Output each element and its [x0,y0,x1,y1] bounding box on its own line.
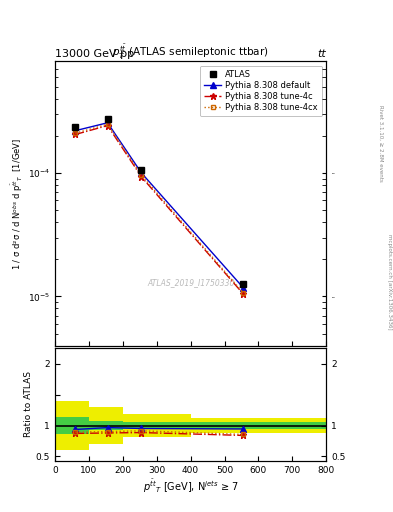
Y-axis label: 1 / σ d²σ / d N$^{obs}$ d p$^{\bar{t}t}{}_T$  [1/GeV]: 1 / σ d²σ / d N$^{obs}$ d p$^{\bar{t}t}{… [9,138,25,269]
Legend: ATLAS, Pythia 8.308 default, Pythia 8.308 tune-4c, Pythia 8.308 tune-4cx: ATLAS, Pythia 8.308 default, Pythia 8.30… [200,66,322,116]
Title: $p_T^{t\bar{t}}$ (ATLAS semileptonic ttbar): $p_T^{t\bar{t}}$ (ATLAS semileptonic ttb… [112,43,269,61]
Pythia 8.308 tune-4cx [139,172,144,178]
X-axis label: $p^{\bar{t}t}{}_T$ [GeV], N$^{jets}$ ≥ 7: $p^{\bar{t}t}{}_T$ [GeV], N$^{jets}$ ≥ 7 [143,477,239,495]
ATLAS [139,167,144,174]
Pythia 8.308 tune-4c [73,132,78,138]
Text: Rivet 3.1.10, ≥ 2.8M events: Rivet 3.1.10, ≥ 2.8M events [379,105,384,182]
Pythia 8.308 tune-4c [241,291,246,297]
Text: tt: tt [318,49,326,59]
Line: ATLAS: ATLAS [72,115,247,288]
Line: Pythia 8.308 default: Pythia 8.308 default [73,120,246,290]
Pythia 8.308 default [241,285,246,291]
Pythia 8.308 tune-4c [105,122,110,129]
Pythia 8.308 tune-4cx [105,121,110,127]
Text: ATLAS_2019_I1750330: ATLAS_2019_I1750330 [147,279,234,288]
Line: Pythia 8.308 tune-4cx: Pythia 8.308 tune-4cx [73,122,246,295]
Text: 13000 GeV pp: 13000 GeV pp [55,49,134,59]
Y-axis label: Ratio to ATLAS: Ratio to ATLAS [24,372,33,437]
Pythia 8.308 default [105,120,110,126]
ATLAS [73,124,78,130]
Pythia 8.308 tune-4cx [73,130,78,136]
Pythia 8.308 default [139,170,144,176]
ATLAS [241,282,246,288]
ATLAS [105,116,110,122]
Pythia 8.308 default [73,127,78,134]
Pythia 8.308 tune-4c [139,174,144,180]
Text: mcplots.cern.ch [arXiv:1306.3436]: mcplots.cern.ch [arXiv:1306.3436] [387,234,391,329]
Pythia 8.308 tune-4cx [241,290,246,296]
Line: Pythia 8.308 tune-4c: Pythia 8.308 tune-4c [72,122,247,297]
